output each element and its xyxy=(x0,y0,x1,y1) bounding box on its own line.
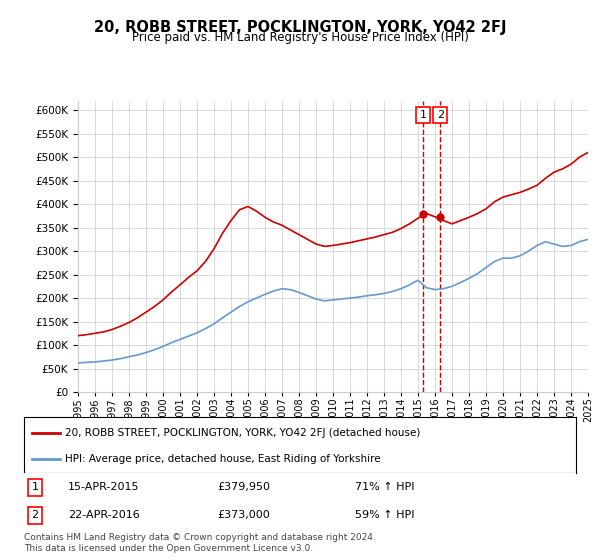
Text: 2: 2 xyxy=(31,510,38,520)
Text: 15-APR-2015: 15-APR-2015 xyxy=(68,482,140,492)
Text: HPI: Average price, detached house, East Riding of Yorkshire: HPI: Average price, detached house, East… xyxy=(65,454,381,464)
Text: £379,950: £379,950 xyxy=(217,482,270,492)
Text: 2: 2 xyxy=(437,110,444,120)
Text: Price paid vs. HM Land Registry's House Price Index (HPI): Price paid vs. HM Land Registry's House … xyxy=(131,31,469,44)
Text: 20, ROBB STREET, POCKLINGTON, YORK, YO42 2FJ (detached house): 20, ROBB STREET, POCKLINGTON, YORK, YO42… xyxy=(65,428,421,438)
Text: Contains HM Land Registry data © Crown copyright and database right 2024.
This d: Contains HM Land Registry data © Crown c… xyxy=(24,533,376,553)
Text: 71% ↑ HPI: 71% ↑ HPI xyxy=(355,482,415,492)
Text: £373,000: £373,000 xyxy=(217,510,270,520)
Text: 20, ROBB STREET, POCKLINGTON, YORK, YO42 2FJ: 20, ROBB STREET, POCKLINGTON, YORK, YO42… xyxy=(94,20,506,35)
Text: 22-APR-2016: 22-APR-2016 xyxy=(68,510,140,520)
Text: 59% ↑ HPI: 59% ↑ HPI xyxy=(355,510,415,520)
Text: 1: 1 xyxy=(32,482,38,492)
Text: 1: 1 xyxy=(419,110,427,120)
